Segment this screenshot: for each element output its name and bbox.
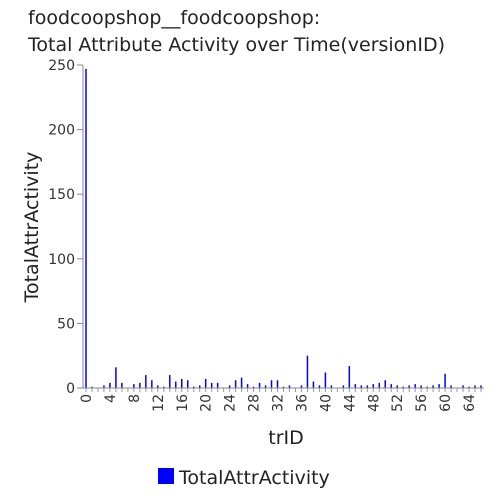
bar (85, 69, 87, 388)
x-tick-label: 48 (366, 394, 382, 412)
bar (181, 379, 183, 388)
bar (187, 380, 189, 388)
legend-label: TotalAttrActivity (178, 467, 330, 489)
x-axis-label: trID (268, 427, 304, 449)
x-tick-label: 4 (103, 394, 119, 403)
bar (438, 384, 440, 388)
x-tick-label: 64 (462, 394, 478, 412)
y-tick-label: 50 (57, 316, 75, 332)
bar (151, 380, 153, 388)
x-tick-label: 52 (390, 394, 406, 412)
x-tick-label: 40 (318, 394, 334, 412)
bar (414, 384, 416, 388)
bar (205, 379, 207, 388)
bar (115, 367, 117, 388)
bar (169, 375, 171, 388)
bar (247, 384, 249, 388)
x-axis-ticks: 0 4 8 12 16 20 24 28 32 36 40 44 48 52 56 60 64 (79, 388, 481, 412)
legend: TotalAttrActivity (158, 467, 330, 489)
bar (109, 383, 111, 388)
y-axis-ticks: 0 50 100 150 200 250 (48, 58, 83, 397)
bar (390, 384, 392, 388)
bar (325, 372, 327, 388)
bar (235, 380, 237, 388)
x-tick-label: 60 (438, 394, 454, 412)
x-tick-label: 0 (79, 394, 95, 403)
bar (307, 356, 309, 388)
x-tick-label: 12 (151, 394, 167, 412)
x-tick-label: 28 (247, 394, 263, 412)
bar (211, 383, 213, 388)
x-tick-label: 44 (342, 394, 358, 412)
y-tick-label: 200 (48, 123, 75, 139)
bar (277, 380, 279, 388)
bar (313, 382, 315, 388)
x-tick-label: 24 (223, 394, 239, 412)
legend-swatch (158, 468, 174, 484)
bar (139, 383, 141, 388)
y-tick-label: 100 (48, 252, 75, 268)
y-tick-label: 0 (66, 381, 75, 397)
bar (384, 380, 386, 388)
y-tick-label: 250 (48, 58, 75, 74)
bar (379, 383, 381, 388)
x-tick-label: 56 (414, 394, 430, 412)
bar (373, 384, 375, 388)
bar (241, 378, 243, 388)
chart-title: foodcoopshop__foodcoopshop: (28, 7, 320, 29)
bar (175, 382, 177, 388)
bar (259, 383, 261, 388)
bar (133, 384, 135, 388)
bar (355, 384, 357, 388)
x-tick-label: 20 (199, 394, 215, 412)
x-tick-label: 8 (127, 394, 143, 403)
bar-series (85, 69, 482, 388)
chart-subtitle: Total Attribute Activity over Time(versi… (27, 34, 445, 56)
x-tick-label: 16 (175, 394, 191, 412)
bar (217, 383, 219, 388)
x-tick-label: 32 (271, 394, 287, 412)
bar (444, 374, 446, 388)
bar (145, 375, 147, 388)
x-tick-label: 36 (294, 394, 310, 412)
y-axis-label: TotalAttrActivity (21, 152, 43, 304)
bar (121, 383, 123, 388)
y-tick-label: 150 (48, 187, 75, 203)
bar (271, 380, 273, 388)
bar (349, 366, 351, 388)
